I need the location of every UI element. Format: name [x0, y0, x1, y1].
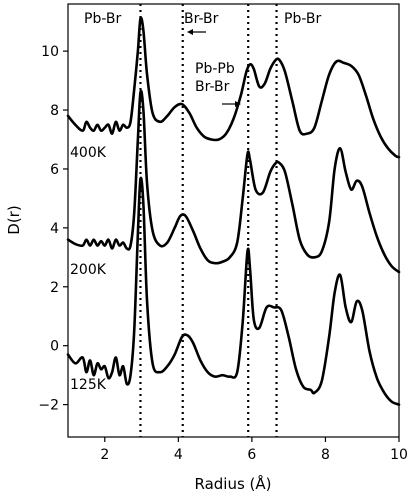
series-label-125k: 125K [70, 377, 107, 393]
x-tick-label-2: 2 [100, 447, 109, 463]
series-label-200k: 200K [70, 262, 107, 278]
y-tick-label-2: 2 [50, 280, 59, 296]
y-tick-label--2: −2 [38, 398, 59, 414]
arrow-icon [222, 101, 241, 107]
y-axis: −2 0 2 4 6 8 10 [38, 44, 68, 414]
y-tick-label-10: 10 [41, 44, 59, 60]
x-tick-label-10: 10 [390, 447, 408, 463]
plot-area [68, 4, 399, 437]
series-label-400k: 400K [70, 145, 107, 161]
annotation-br-br-2: Br-Br [195, 79, 230, 95]
series-lines [66, 16, 401, 406]
x-tick-label-4: 4 [174, 447, 183, 463]
series-line-400k [66, 16, 401, 159]
x-tick-label-6: 6 [247, 447, 256, 463]
series-line-200k [66, 89, 401, 274]
annotation-br-br-1: Br-Br [184, 11, 219, 27]
annotation-pb-pb: Pb-Pb [195, 61, 235, 77]
annotation-pb-br-2: Pb-Br [284, 11, 321, 27]
x-axis: 2 4 6 8 10 [100, 437, 408, 463]
y-tick-label-0: 0 [50, 339, 59, 355]
x-axis-label: Radius (Å) [194, 474, 271, 493]
y-tick-label-8: 8 [50, 103, 59, 119]
plot-frame [67, 3, 400, 438]
annotation-pb-br-1: Pb-Br [84, 11, 121, 27]
x-tick-label-8: 8 [321, 447, 330, 463]
series-line-125k [66, 176, 401, 406]
reference-lines [139, 4, 278, 437]
y-tick-label-6: 6 [50, 162, 59, 178]
y-tick-label-4: 4 [50, 221, 59, 237]
arrow-icon [187, 29, 206, 35]
y-axis-label: D(r) [5, 205, 23, 234]
